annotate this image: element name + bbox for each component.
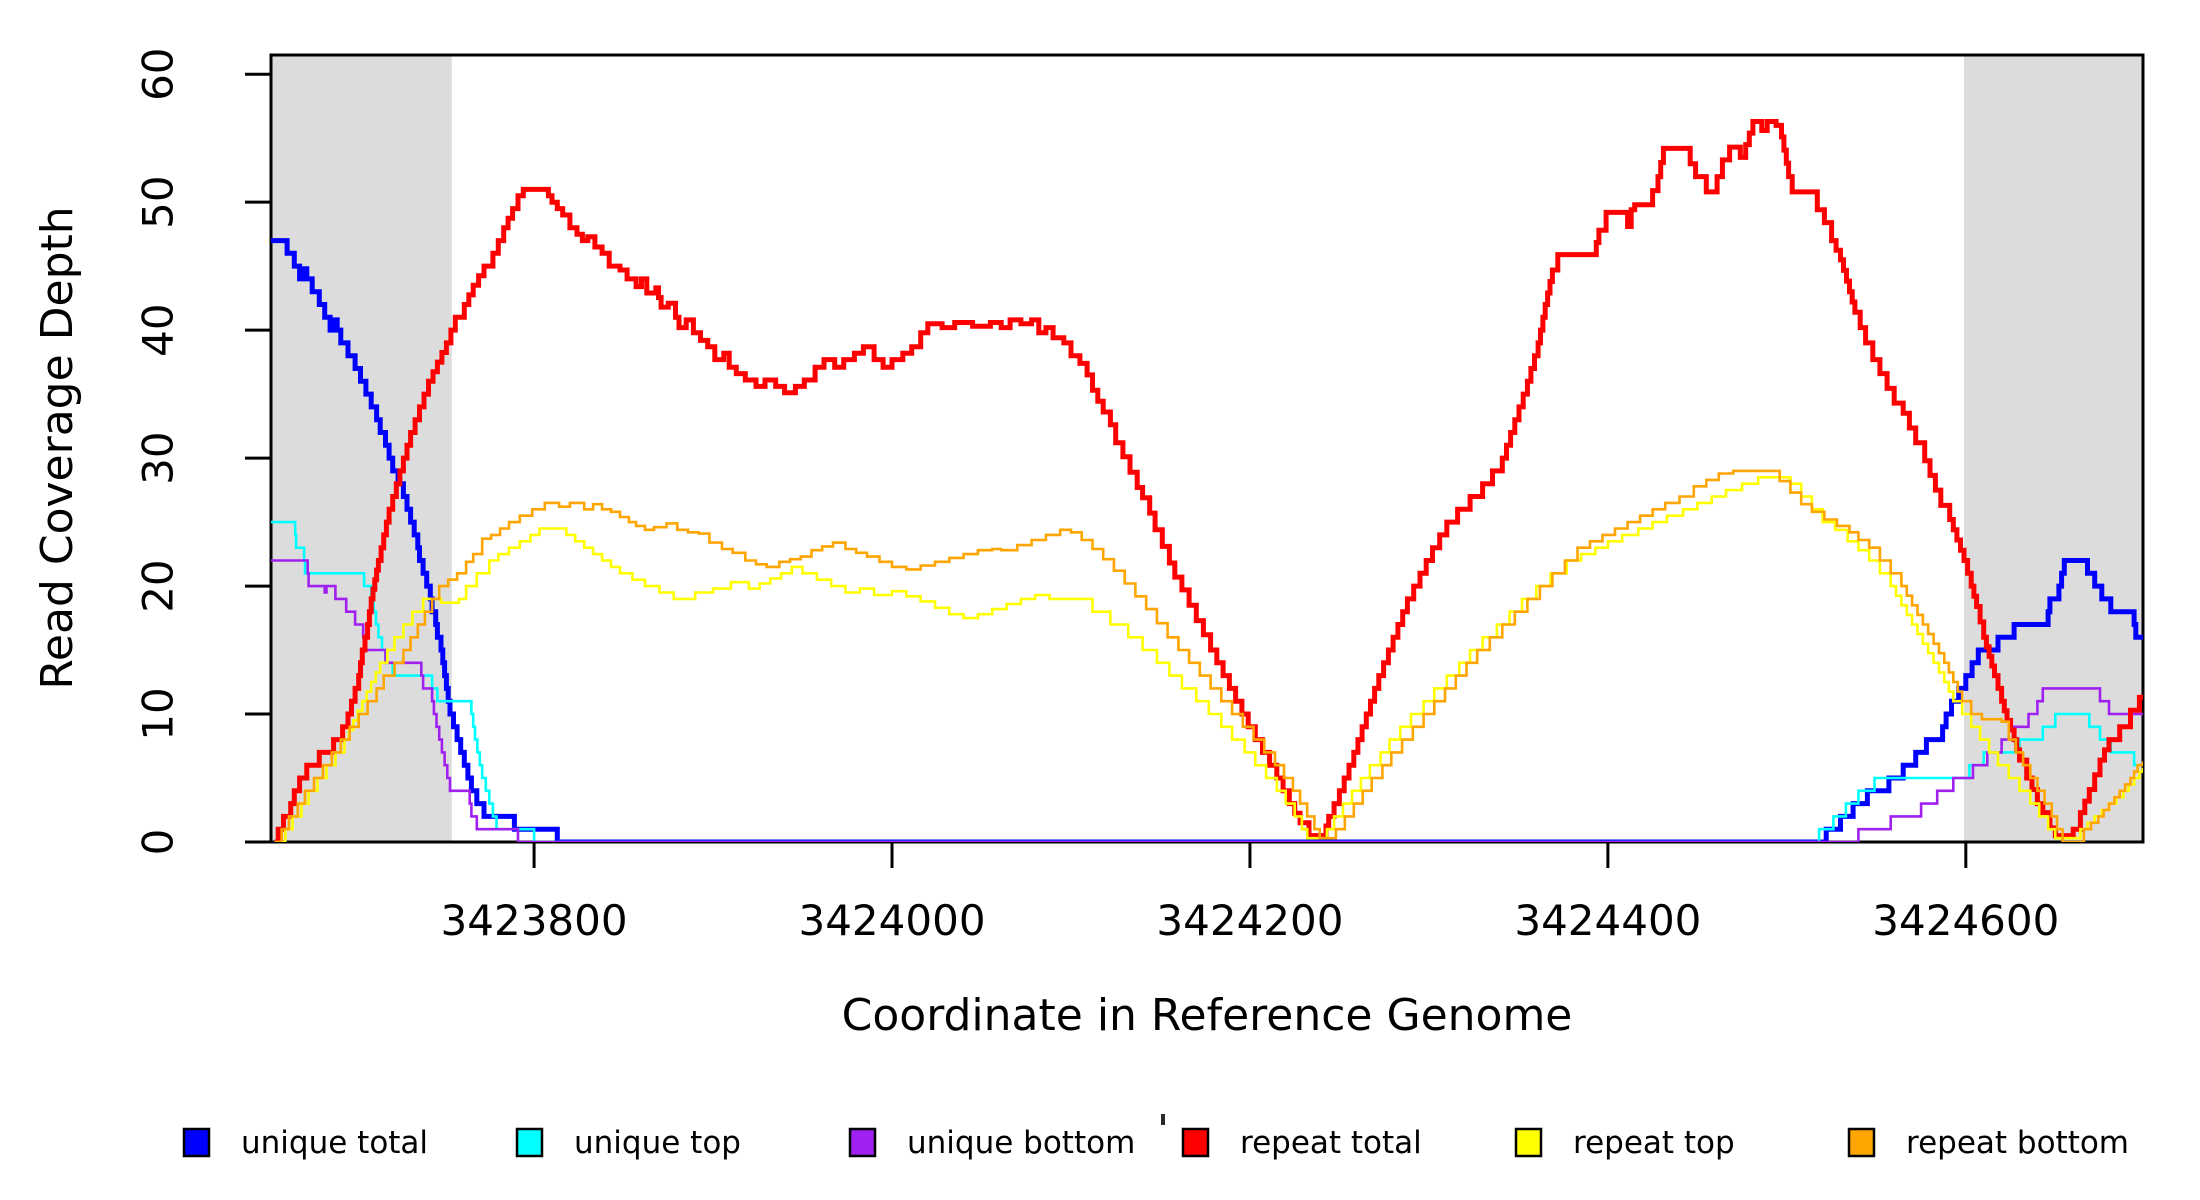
series-repeat-total-line bbox=[274, 119, 2143, 842]
y-tick-label-50: 50 bbox=[134, 175, 183, 228]
legend-swatch-repeat-total bbox=[1181, 1127, 1210, 1158]
legend-label-repeat-total: repeat total bbox=[1240, 1125, 1422, 1161]
legend: unique total unique top unique bottom repea… bbox=[182, 1125, 2129, 1161]
legend-label-unique-total: unique total bbox=[241, 1125, 428, 1161]
legend-label-repeat-top: repeat top bbox=[1573, 1125, 1735, 1161]
legend-swatch-repeat-bottom bbox=[1847, 1127, 1876, 1158]
legend-item-repeat-top: repeat top bbox=[1514, 1125, 1735, 1161]
shaded-region-0 bbox=[271, 55, 452, 842]
legend-item-repeat-bottom: repeat bottom bbox=[1847, 1125, 2129, 1161]
legend-label-unique-bottom: unique bottom bbox=[907, 1125, 1135, 1161]
x-tick-label-3424600: 3424600 bbox=[1872, 896, 2059, 945]
series-lines bbox=[271, 119, 2143, 842]
y-tick-label-10: 10 bbox=[134, 687, 183, 740]
legend-swatch-unique-bottom bbox=[848, 1127, 877, 1158]
x-tick-label-3424200: 3424200 bbox=[1156, 896, 1343, 945]
legend-swatch-unique-total bbox=[182, 1127, 211, 1158]
y-axis-title: Read Coverage Depth bbox=[32, 206, 83, 689]
series-unique-top-line bbox=[271, 520, 2143, 842]
stray-mark bbox=[1161, 1114, 1165, 1125]
shaded-regions bbox=[271, 55, 2143, 842]
legend-item-repeat-total: repeat total bbox=[1181, 1125, 1422, 1161]
legend-label-repeat-bottom: repeat bottom bbox=[1906, 1125, 2129, 1161]
x-tick-label-3424000: 3424000 bbox=[798, 896, 985, 945]
series-repeat-bottom-line bbox=[274, 469, 2143, 842]
axis-ticks: 3423800 3424000 3424200 3424400 3424600 0 10 20… bbox=[134, 47, 2060, 945]
x-tick-label-3423800: 3423800 bbox=[441, 896, 628, 945]
y-tick-label-30: 30 bbox=[134, 431, 183, 484]
legend-swatch-repeat-top bbox=[1514, 1127, 1543, 1158]
series-repeat-top-line bbox=[276, 476, 2143, 842]
y-tick-label-0: 0 bbox=[134, 829, 183, 856]
y-tick-label-40: 40 bbox=[134, 303, 183, 356]
shaded-region-1 bbox=[1964, 55, 2143, 842]
y-tick-label-20: 20 bbox=[134, 559, 183, 612]
x-tick-label-3424400: 3424400 bbox=[1514, 896, 1701, 945]
y-tick-label-60: 60 bbox=[134, 47, 183, 100]
plot-box bbox=[269, 53, 2145, 844]
legend-swatch-unique-top bbox=[515, 1127, 544, 1158]
legend-label-unique-top: unique top bbox=[574, 1125, 741, 1161]
series-unique-total-line bbox=[271, 238, 2143, 842]
x-axis-title: Coordinate in Reference Genome bbox=[842, 990, 1573, 1041]
legend-item-unique-bottom: unique bottom bbox=[848, 1125, 1135, 1161]
legend-item-unique-total: unique total bbox=[182, 1125, 428, 1161]
legend-item-unique-top: unique top bbox=[515, 1125, 741, 1161]
